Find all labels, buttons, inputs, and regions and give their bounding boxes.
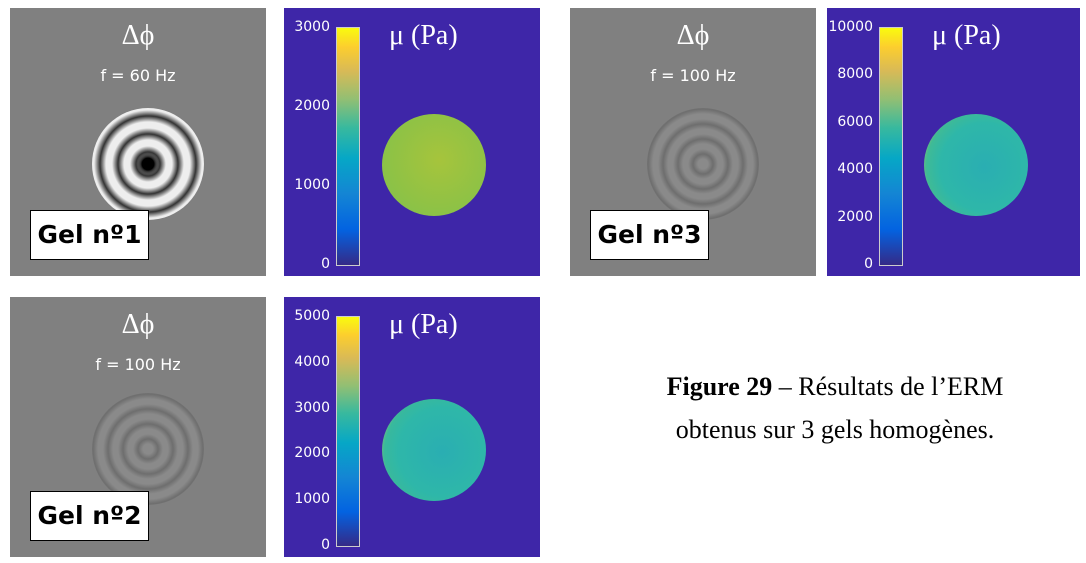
phase-symbol: Δϕ — [121, 20, 155, 51]
colorbar-tick-label: 5000 — [294, 308, 330, 324]
colorbar-tick-label: 1000 — [294, 491, 330, 508]
colorbar-title: μ (Pa) — [389, 20, 458, 51]
colorbar-tick-label: 2000 — [294, 445, 330, 462]
elastogram: 0 1000 2000 3000 μ (Pa) — [284, 8, 540, 276]
colorbar-tick-label: 2000 — [837, 208, 873, 225]
colorbar — [336, 316, 360, 547]
phase-image: Δϕ f = 60 Hz Gel nº1 — [10, 8, 266, 276]
colorbar-title: μ (Pa) — [389, 309, 458, 340]
colorbar-tick-label: 2000 — [294, 98, 330, 114]
gel-label: Gel nº1 — [30, 210, 149, 260]
gel-label: Gel nº3 — [590, 210, 709, 260]
phase-symbol: Δϕ — [121, 309, 155, 340]
gel-label: Gel nº2 — [30, 491, 149, 541]
elastogram: 0 2000 4000 6000 8000 10000 μ (Pa) — [827, 8, 1080, 276]
colorbar-tick-label: 1000 — [294, 177, 330, 193]
frequency: f = 100 Hz — [95, 355, 181, 374]
caption: Figure 29 – Résultats de l’ERM obtenus s… — [630, 365, 1040, 451]
colorbar — [336, 27, 360, 266]
frequency: f = 60 Hz — [100, 66, 176, 85]
elastogram: 0 1000 2000 3000 4000 5000 μ (Pa) — [284, 297, 540, 557]
caption-label: Figure 29 — [666, 372, 773, 401]
colorbar-tick-label: 0 — [864, 256, 873, 272]
phase-image: Δϕ f = 100 Hz Gel nº3 — [570, 8, 816, 276]
phase-disc — [92, 393, 204, 505]
phase-disc — [647, 108, 759, 220]
colorbar-title: μ (Pa) — [932, 20, 1001, 51]
colorbar-tick-label: 3000 — [294, 399, 330, 416]
colorbar-tick-label: 6000 — [837, 113, 873, 130]
phase-image: Δϕ f = 100 Hz Gel nº2 — [10, 297, 266, 557]
gel-map — [382, 114, 486, 216]
gel-map — [382, 399, 486, 501]
colorbar-tick-label: 10000 — [828, 19, 873, 35]
phase-disc — [92, 108, 204, 220]
colorbar — [879, 27, 903, 266]
colorbar-tick-label: 8000 — [837, 66, 873, 83]
frequency: f = 100 Hz — [650, 66, 736, 85]
colorbar-tick-label: 3000 — [294, 19, 330, 35]
gel-map — [923, 114, 1028, 216]
colorbar-tick-label: 4000 — [294, 353, 330, 370]
colorbar-tick-label: 0 — [321, 256, 330, 272]
caption-text: – Résultats de l’ERM obtenus sur 3 gels … — [675, 372, 1004, 444]
colorbar-tick-label: 0 — [321, 537, 330, 553]
phase-symbol: Δϕ — [676, 20, 710, 51]
colorbar-tick-label: 4000 — [837, 161, 873, 178]
